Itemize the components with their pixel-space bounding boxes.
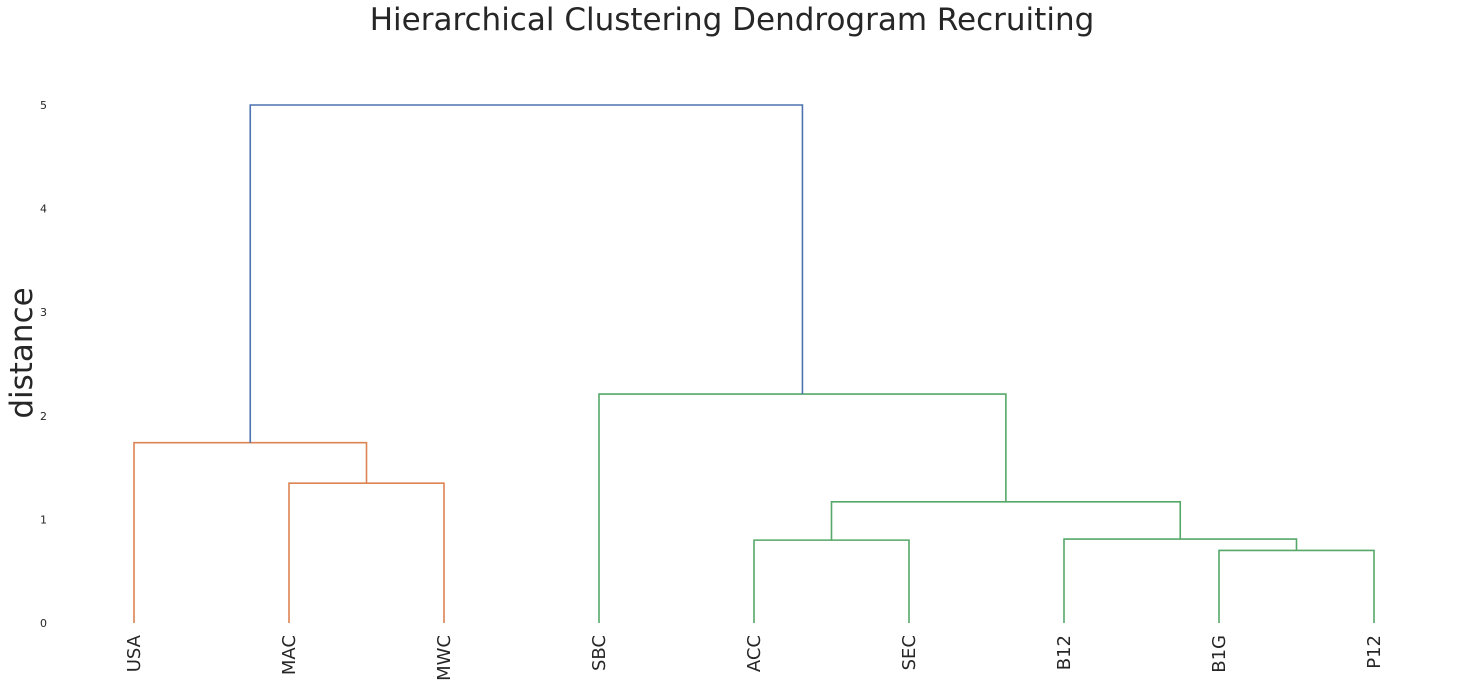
dendrogram-link — [598, 393, 1007, 623]
dendrogram-link — [1218, 549, 1375, 623]
y-tick-label: 0 — [40, 617, 47, 630]
leaf-labels: USA MAC MWC SBC ACC SEC B12 B1G P12 — [124, 634, 1385, 681]
leaf-label: USA — [124, 634, 145, 672]
y-tick-label: 5 — [40, 99, 47, 112]
y-axis-ticks: 0 1 2 3 4 5 — [40, 99, 47, 630]
dendrogram-link — [133, 441, 368, 623]
chart-title: Hierarchical Clustering Dendrogram Recru… — [370, 2, 1095, 38]
leaf-label: MAC — [279, 635, 300, 675]
leaf-label: ACC — [744, 635, 765, 672]
y-tick-label: 2 — [40, 410, 47, 423]
leaf-label: B1G — [1209, 635, 1230, 673]
dendrogram-link — [753, 539, 910, 623]
dendrogram-links — [133, 104, 1375, 623]
dendrogram-link — [830, 500, 1182, 541]
dendrogram-link — [288, 482, 445, 623]
dendrogram-link — [1063, 538, 1298, 623]
leaf-label: MWC — [434, 635, 455, 681]
y-axis-label: distance — [4, 287, 40, 418]
dendrogram-link — [249, 104, 804, 443]
leaf-label: SBC — [589, 635, 610, 671]
y-tick-label: 3 — [40, 306, 47, 319]
y-tick-label: 1 — [40, 513, 47, 526]
leaf-label: B12 — [1054, 635, 1075, 670]
y-tick-label: 4 — [40, 203, 47, 216]
leaf-label: P12 — [1364, 635, 1385, 669]
leaf-label: SEC — [899, 635, 920, 670]
